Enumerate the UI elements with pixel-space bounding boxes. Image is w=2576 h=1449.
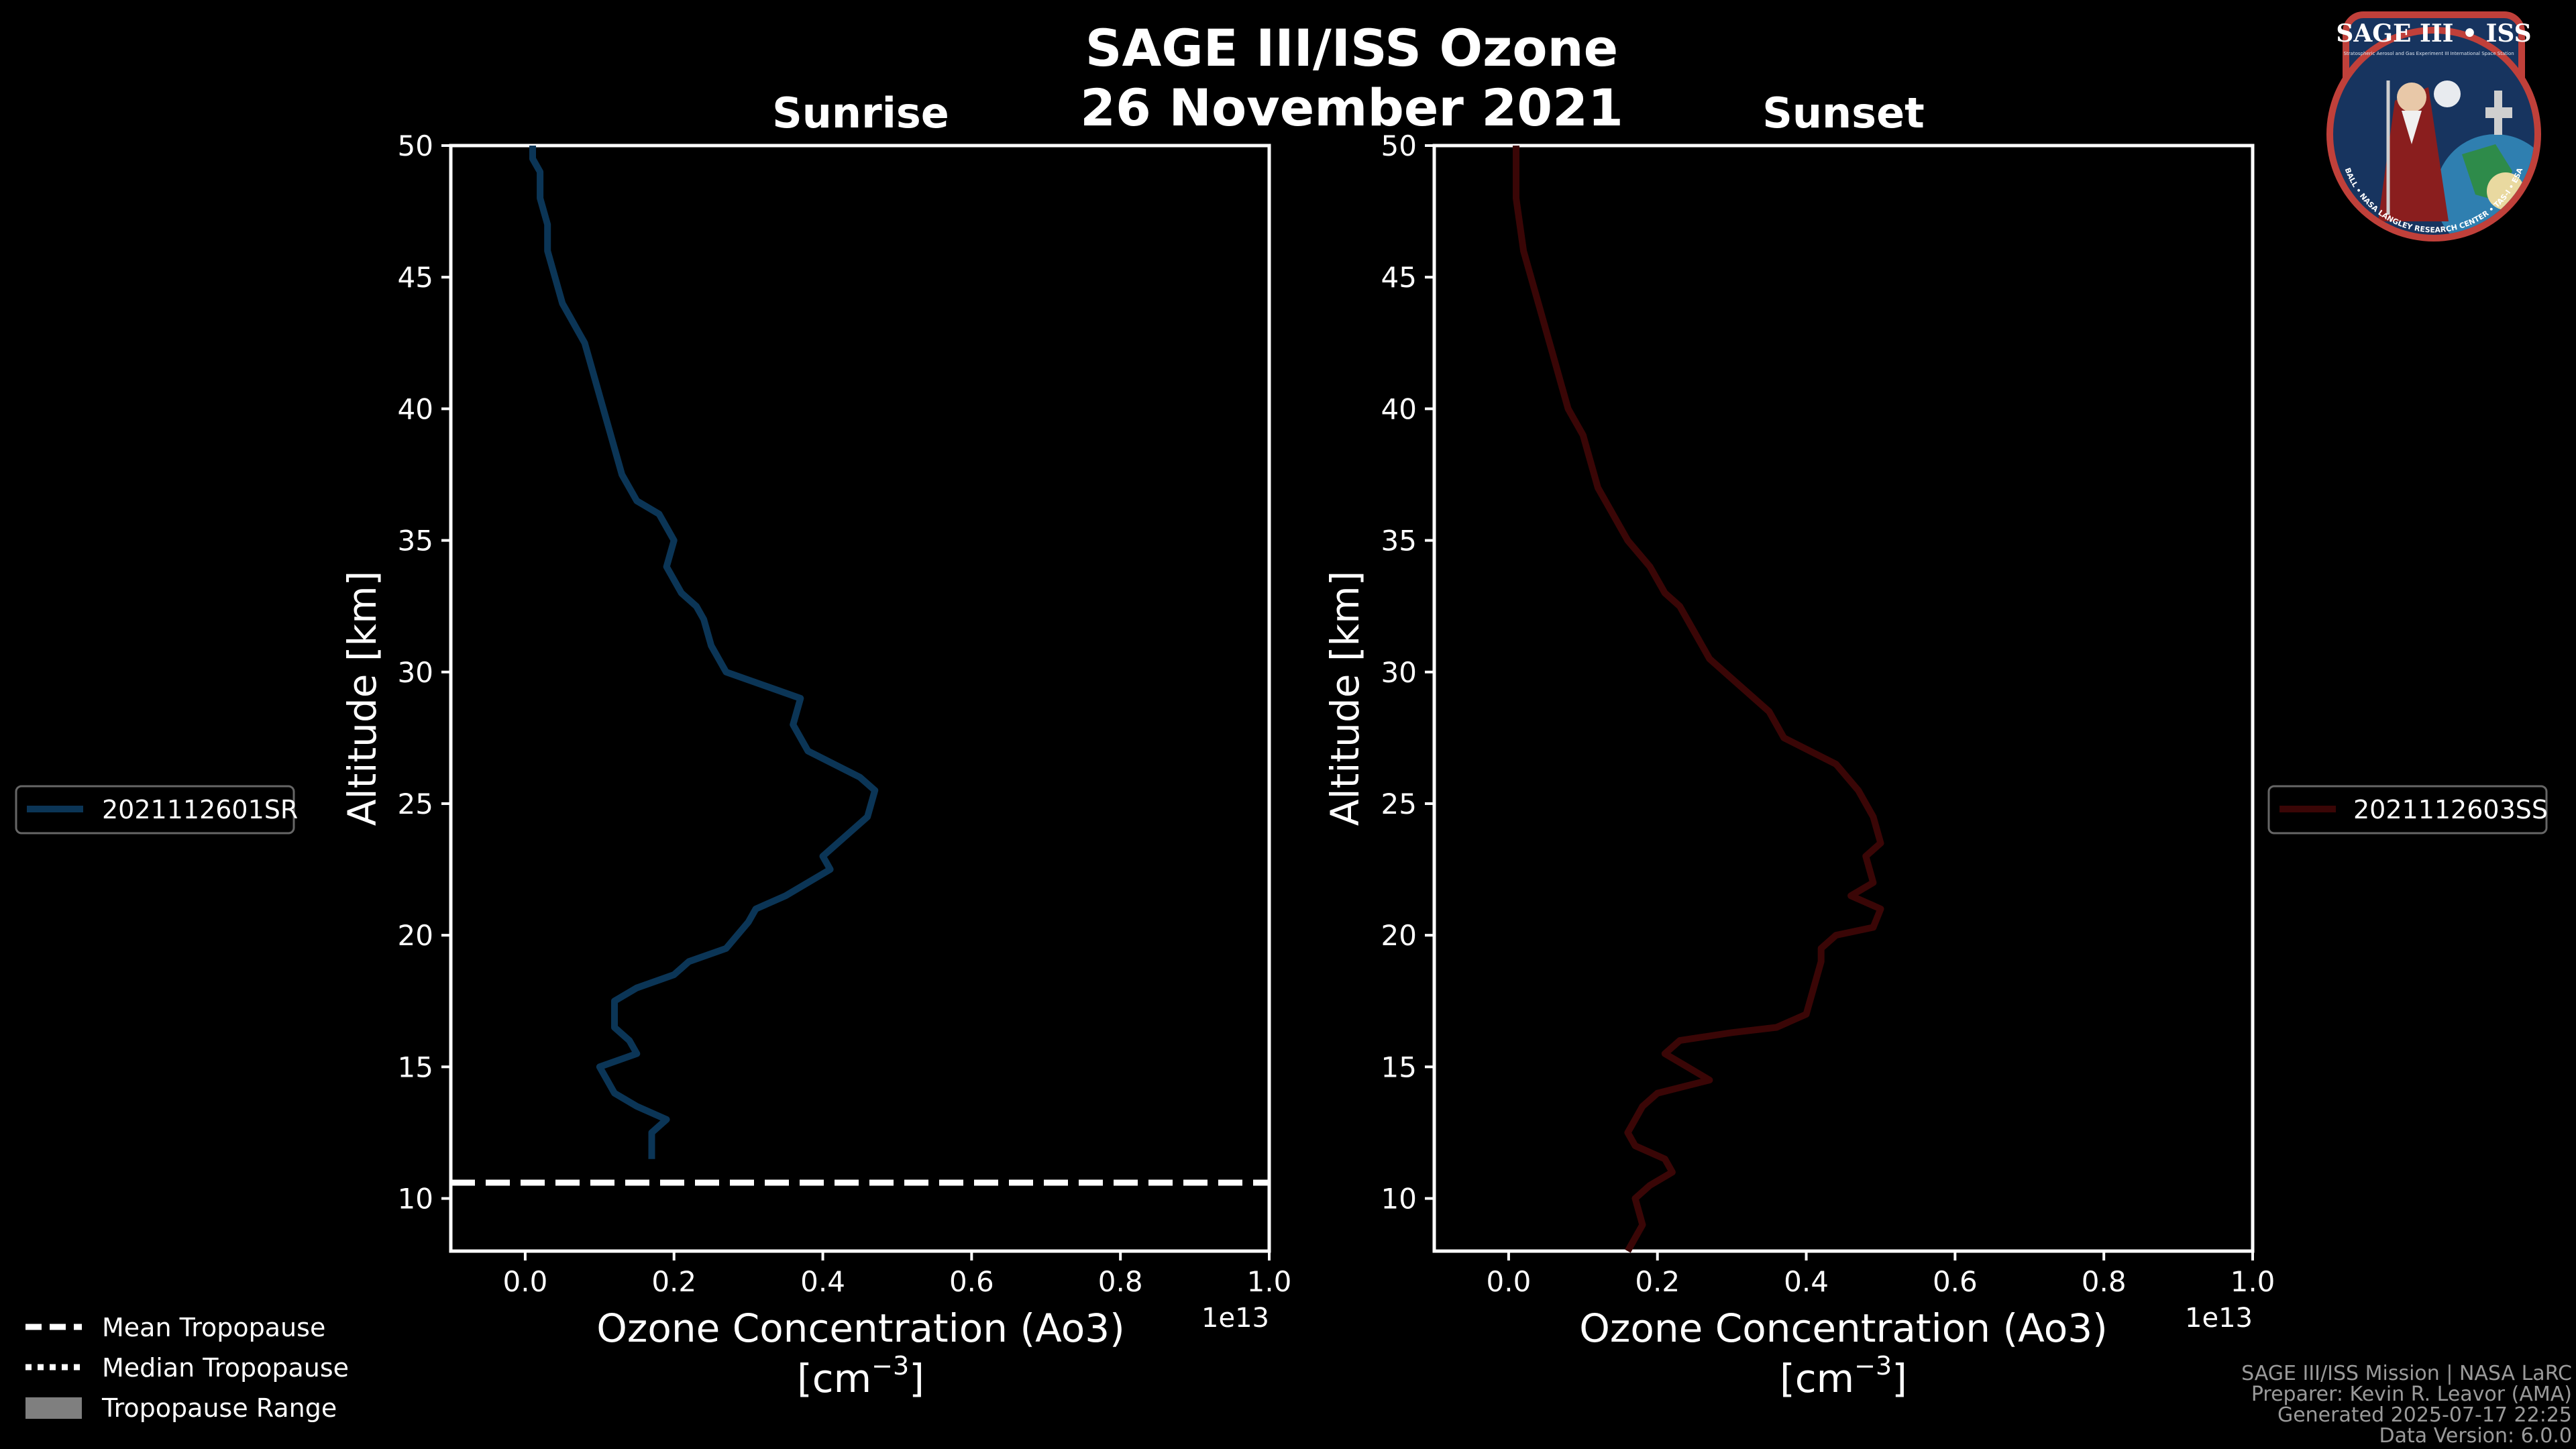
figure-footer: SAGE III/ISS Mission | NASA LaRC Prepare… xyxy=(1968,1363,2572,1446)
tropopause-range-label: Tropopause Range xyxy=(101,1393,337,1423)
sunset-legend: 2021112603SS xyxy=(2267,785,2548,835)
sunrise-ytick-label: 20 xyxy=(398,919,433,952)
sunset-title: Sunset xyxy=(1762,89,1925,138)
sunset-ylabel: Altitude [km] xyxy=(1322,571,1368,826)
sunrise-ticks: 0.0 0.2 0.4 0.6 0.8 1.0 10 15 20 25 30 35 40 45 50 xyxy=(398,129,1292,1298)
sunrise-ytick-label: 25 xyxy=(398,788,433,820)
footer-generated: Generated 2025-07-17 22:25 xyxy=(2277,1403,2572,1427)
sunset-legend-label: 2021112603SS xyxy=(2353,795,2548,824)
sunrise-legend: 2021112601SR xyxy=(15,785,298,835)
sunrise-xtick-label: 0.4 xyxy=(800,1265,845,1298)
sunset-panel: Sunset 0.0 0.2 0.4 0.6 0.8 1.0 10 15 20 25 30 35 40 4… xyxy=(1322,89,2275,1401)
sunrise-xtick-label: 1.0 xyxy=(1247,1265,1292,1298)
sunrise-plot-frame xyxy=(449,144,1271,1253)
sunrise-ylabel: Altitude [km] xyxy=(339,571,385,826)
sunrise-profile-line xyxy=(529,146,879,1159)
sunset-profile-line xyxy=(1513,146,1884,1253)
sunrise-ytick-label: 30 xyxy=(398,656,433,689)
sunset-ytick-label: 40 xyxy=(1381,392,1417,425)
sunset-xtick-label: 0.2 xyxy=(1635,1265,1680,1298)
logo-title: SAGE III • ISS xyxy=(2336,19,2531,48)
sunset-ytick-label: 15 xyxy=(1381,1051,1417,1083)
sunset-xtick-label: 0.4 xyxy=(1784,1265,1829,1298)
logo-subtitle-right: International Space Station xyxy=(2450,51,2514,56)
sunrise-legend-label: 2021112601SR xyxy=(102,795,298,824)
sunset-ytick-label: 30 xyxy=(1381,656,1417,689)
tropopause-legend: Mean Tropopause Median Tropopause Tropop… xyxy=(25,1313,349,1423)
sunrise-ytick-label: 35 xyxy=(398,525,433,557)
footer-preparer: Preparer: Kevin R. Leavor (AMA) xyxy=(2251,1383,2572,1406)
sunrise-panel: Sunrise 0.0 0.2 0.4 0.6 0.8 1.0 10 15 20 25 30 35 40… xyxy=(339,89,1291,1401)
sunset-ytick-label: 25 xyxy=(1381,788,1417,820)
sunset-ytick-label: 35 xyxy=(1381,525,1417,557)
sunset-ytick-label: 20 xyxy=(1381,919,1417,952)
sunset-ytick-label: 45 xyxy=(1381,261,1417,294)
sunset-xlabel-line2: [cm−3] xyxy=(1780,1351,1907,1401)
sunset-plot-frame xyxy=(1432,144,2255,1253)
sunset-xlabel-line1: Ozone Concentration (Ao3) xyxy=(1579,1305,2108,1351)
sunrise-ytick-label: 15 xyxy=(398,1051,433,1083)
median-tropopause-label: Median Tropopause xyxy=(102,1353,349,1383)
sunset-ytick-label: 10 xyxy=(1381,1183,1417,1216)
sunrise-xlabel-line2: [cm−3] xyxy=(797,1351,924,1401)
mean-tropopause-label: Mean Tropopause xyxy=(102,1313,325,1342)
sunrise-xlabel-line1: Ozone Concentration (Ao3) xyxy=(596,1305,1125,1351)
logo-subtitle-left: Stratospheric Aerosol and Gas Experiment… xyxy=(2343,51,2449,56)
sage-iii-iss-logo: SAGE III • ISS Stratospheric Aerosol and… xyxy=(2326,11,2541,241)
figure-title-line1: SAGE III/ISS Ozone xyxy=(1085,18,1618,78)
footer-version: Data Version: 6.0.0 xyxy=(2379,1424,2572,1448)
sunrise-xtick-label: 0.0 xyxy=(503,1265,548,1298)
sunrise-xtick-label: 0.2 xyxy=(651,1265,696,1298)
sunrise-ytick-label: 40 xyxy=(398,392,433,425)
footer-mission: SAGE III/ISS Mission | NASA LaRC xyxy=(2241,1362,2572,1385)
sunrise-xtick-label: 0.8 xyxy=(1098,1265,1143,1298)
sunset-offset-text: 1e13 xyxy=(2185,1303,2253,1334)
sunset-ytick-label: 50 xyxy=(1381,129,1417,162)
sunrise-ytick-label: 45 xyxy=(398,261,433,294)
sunrise-ytick-label: 10 xyxy=(398,1183,433,1216)
sunset-xtick-label: 0.6 xyxy=(1933,1265,1978,1298)
sunset-ticks: 0.0 0.2 0.4 0.6 0.8 1.0 10 15 20 25 30 35 40 45 50 xyxy=(1381,129,2275,1298)
sunrise-offset-text: 1e13 xyxy=(1201,1303,1269,1334)
sunrise-title: Sunrise xyxy=(772,89,949,138)
sunset-xtick-label: 0.8 xyxy=(2082,1265,2127,1298)
sunrise-xtick-label: 0.6 xyxy=(949,1265,994,1298)
sunset-xtick-label: 0.0 xyxy=(1487,1265,1532,1298)
sunset-xtick-label: 1.0 xyxy=(2231,1265,2275,1298)
sunrise-ytick-label: 50 xyxy=(398,129,433,162)
figure-title-line2: 26 November 2021 xyxy=(1080,78,1623,138)
